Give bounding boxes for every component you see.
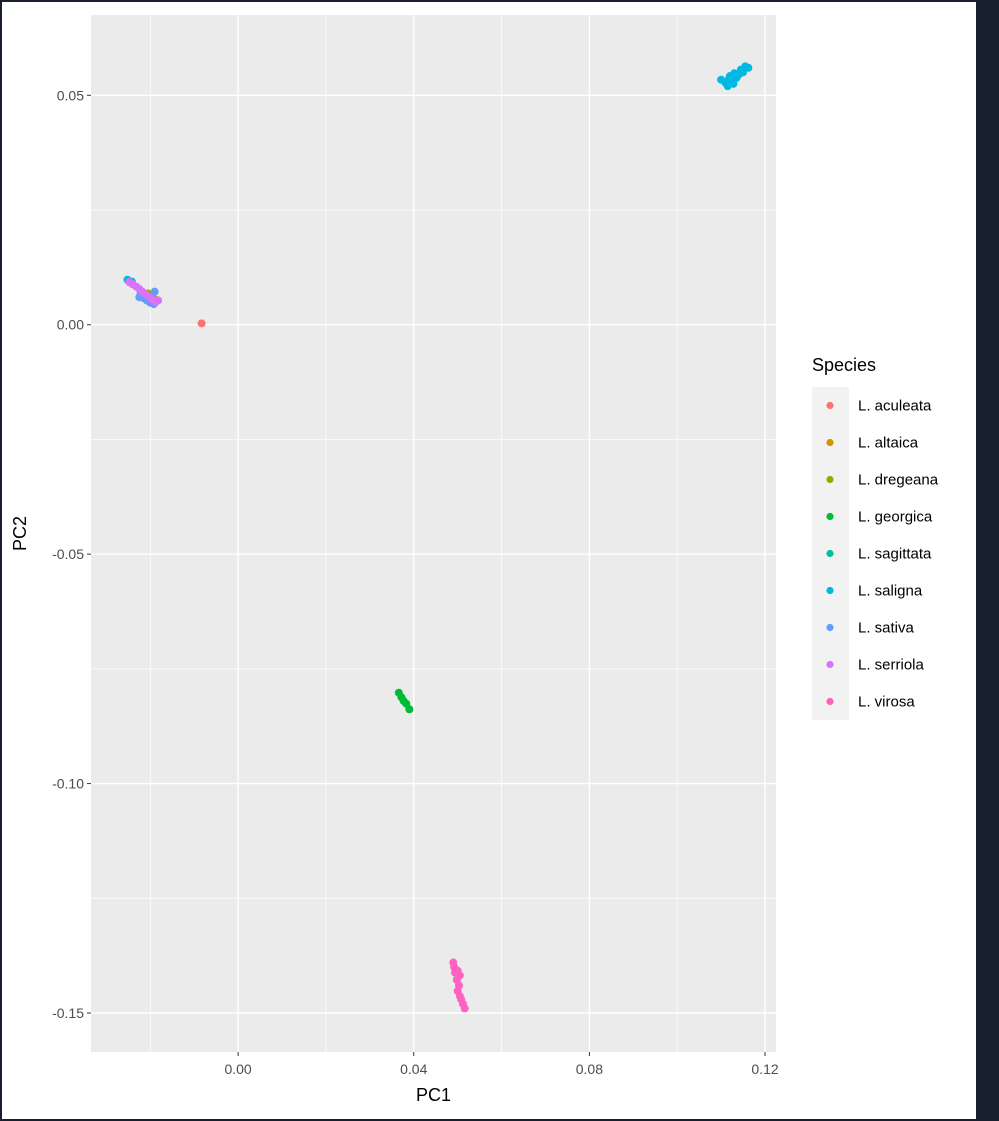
data-point — [150, 287, 159, 296]
plot-panel — [91, 15, 776, 1052]
legend-label: L. georgica — [858, 509, 933, 526]
legend-key — [826, 401, 834, 410]
data-point — [197, 319, 206, 328]
y-tick-label: -0.05 — [52, 546, 84, 562]
y-tick-label: 0.05 — [57, 87, 84, 103]
data-points — [123, 62, 753, 1013]
y-tick-label: 0.00 — [57, 317, 84, 333]
legend-label: L. serriola — [858, 657, 925, 674]
data-point — [405, 705, 414, 714]
data-point — [729, 79, 738, 88]
legend-key — [826, 660, 834, 669]
legend-key — [826, 697, 834, 706]
legend-key — [826, 438, 834, 447]
data-point — [154, 296, 163, 305]
legend-key — [826, 549, 834, 558]
x-tick-label: 0.12 — [751, 1061, 778, 1077]
legend-key — [826, 512, 834, 521]
legend-key — [826, 475, 834, 484]
x-tick-label: 0.00 — [224, 1061, 251, 1077]
legend-label: L. dregeana — [858, 472, 939, 489]
legend-label: L. aculeata — [858, 398, 932, 415]
legend-label: L. virosa — [858, 694, 915, 711]
legend: Species L. aculeata L. altaica L. dregeana… — [812, 355, 939, 720]
data-point — [744, 63, 753, 72]
x-axis-title: PC1 — [416, 1085, 451, 1105]
minor-grid — [91, 15, 776, 1052]
x-axis-ticks: 0.00 0.04 0.08 0.12 — [224, 1052, 779, 1077]
x-tick-label: 0.08 — [576, 1061, 603, 1077]
x-tick-label: 0.04 — [400, 1061, 427, 1077]
y-axis-title: PC2 — [10, 516, 30, 551]
scatter-chart: 0.00 0.04 0.08 0.12 0.05 0.00 -0.05 -0.10 -0.15… — [10, 15, 939, 1105]
legend-key — [826, 586, 834, 595]
major-grid — [91, 15, 776, 1052]
y-tick-label: -0.10 — [52, 776, 84, 792]
legend-label: L. sativa — [858, 620, 915, 637]
data-point — [460, 1004, 469, 1013]
y-tick-label: -0.15 — [52, 1005, 84, 1021]
legend-key — [826, 623, 834, 632]
legend-label: L. saligna — [858, 583, 923, 600]
legend-title: Species — [812, 355, 876, 375]
y-axis-ticks: 0.05 0.00 -0.05 -0.10 -0.15 — [52, 87, 91, 1021]
legend-label: L. altaica — [858, 435, 919, 452]
plot-window: 0.00 0.04 0.08 0.12 0.05 0.00 -0.05 -0.10 -0.15… — [2, 2, 976, 1119]
legend-items: L. aculeata L. altaica L. dregeana L. georg… — [826, 398, 939, 711]
legend-label: L. sagittata — [858, 546, 932, 563]
